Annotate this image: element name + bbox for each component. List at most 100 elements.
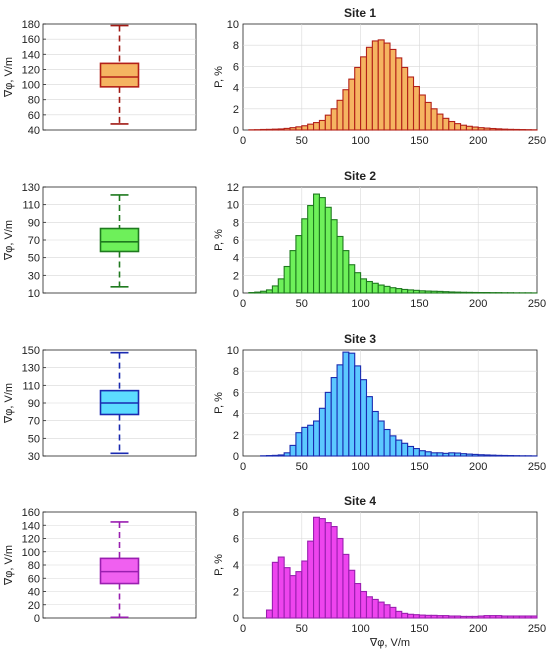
- panel-2-boxplot-ytick-label: 50: [28, 253, 40, 265]
- panel-4-histogram-bar: [313, 516, 320, 619]
- panel-4-histogram-bar: [436, 615, 444, 619]
- panel-3-histogram-bar: [271, 454, 279, 457]
- panel-4-histogram-title: Site 4: [344, 494, 376, 508]
- panel-1-boxplot-ytick-label: 40: [28, 125, 40, 137]
- panel-4-histogram-bar: [524, 615, 532, 619]
- panel-1-histogram-bar: [436, 113, 444, 131]
- panel-2-histogram-bar: [307, 205, 315, 294]
- panel-3-histogram-bar: [377, 420, 385, 457]
- panel-1-histogram-bar: [430, 108, 438, 131]
- panel-1-histogram-bar: [360, 56, 368, 131]
- panel-3-histogram-xtick-label: 150: [410, 461, 428, 473]
- panel-4-histogram-bar: [383, 604, 391, 619]
- panel-2-histogram-bar: [260, 290, 268, 294]
- panel-3-histogram-bar: [371, 410, 379, 457]
- panel-1-histogram-bar: [271, 128, 279, 131]
- panel-4-boxplot-ytick-label: 20: [28, 600, 40, 612]
- panel-1-histogram-ylabel: P, %: [213, 66, 225, 88]
- panel-3-histogram-bar: [383, 428, 391, 457]
- panel-3-histogram-bar: [424, 451, 432, 457]
- panel-3-histogram-bar: [360, 379, 368, 457]
- panel-1-histogram-bar: [260, 128, 268, 131]
- panel-1-histogram-bar: [442, 117, 450, 131]
- panel-1-histogram-bar: [318, 119, 326, 131]
- panel-1-boxplot-ylabel: ∇φ, V/m: [3, 57, 15, 98]
- panel-1-histogram-bar: [418, 94, 426, 131]
- panel-3-histogram-bar: [289, 444, 297, 457]
- panel-4-histogram-bar: [483, 615, 491, 619]
- panel-4-histogram-ytick-label: 4: [233, 560, 239, 572]
- panel-2-histogram-bar: [336, 235, 344, 294]
- panel-2-histogram-bar: [318, 197, 326, 294]
- panel-1-boxplot-ytick-label: 140: [22, 49, 40, 61]
- panel-4-histogram-bar: [318, 518, 326, 619]
- panel-3-boxplot-ylabel: ∇φ, V/m: [3, 383, 15, 424]
- panel-1-histogram-bar: [401, 66, 409, 131]
- panel-4-histogram-ytick-label: 6: [233, 534, 239, 546]
- panel-3-histogram-bar: [436, 452, 444, 457]
- panel-4-boxplot-ytick-label: 80: [28, 560, 40, 572]
- panel-2-histogram-bar: [277, 278, 285, 294]
- panel-2-histogram-xtick-label: 150: [410, 298, 428, 310]
- panel-4-histogram-bar: [530, 615, 538, 619]
- panel-2-histogram-bar: [395, 288, 403, 294]
- panel-2-histogram-bar: [460, 291, 467, 294]
- panel-4-histogram-bar: [377, 601, 385, 619]
- panel-2-histogram-ytick-label: 4: [233, 253, 239, 265]
- panel-2-histogram-bar: [424, 290, 432, 294]
- panel-3-histogram-bar: [365, 396, 373, 457]
- panel-4-histogram-bar: [454, 615, 462, 619]
- panel-4-histogram-bar: [371, 598, 379, 619]
- panel-2-histogram-ytick-label: 10: [227, 200, 239, 212]
- panel-4-histogram-bar: [307, 540, 315, 619]
- panel-1-histogram-bar: [477, 127, 485, 131]
- panel-4-histogram-bar: [365, 596, 373, 619]
- panel-4-histogram-bar: [518, 615, 526, 619]
- panel-3-boxplot-ytick-label: 70: [28, 416, 40, 428]
- panel-3-histogram-title: Site 3: [344, 332, 376, 346]
- panel-4-histogram-bar: [348, 569, 356, 619]
- panel-4-histogram-bar: [424, 614, 432, 619]
- panel-1-histogram-ytick-label: 4: [233, 83, 239, 95]
- panel-3-histogram-ytick-label: 8: [233, 366, 239, 378]
- panel-1-histogram-bar: [324, 114, 332, 131]
- panel-2-histogram-bar: [313, 193, 320, 294]
- panel-4-histogram-xtick-label: 150: [410, 623, 428, 635]
- panel-4-histogram-bar: [289, 575, 297, 619]
- panel-1-histogram-ytick-label: 6: [233, 61, 239, 73]
- panel-2-boxplot-ytick-label: 110: [22, 200, 40, 212]
- panel-2-histogram-ytick-label: 6: [233, 235, 239, 247]
- panel-3-boxplot-ytick-label: 90: [28, 398, 40, 410]
- panel-4-histogram-bar: [336, 537, 344, 619]
- panel-2-histogram-bar: [354, 272, 362, 294]
- panel-2-boxplot-ytick-label: 130: [22, 182, 40, 194]
- panel-1-boxplot-ytick-label: 160: [22, 34, 40, 46]
- panel-2-histogram-xtick-label: 50: [296, 298, 308, 310]
- panel-1-boxplot-ytick-label: 60: [28, 110, 40, 122]
- panel-3-histogram-bar: [313, 420, 320, 457]
- panel-3-histogram-bar: [495, 454, 503, 457]
- panel-2-histogram-ytick-label: 8: [233, 217, 239, 229]
- panel-4-histogram-bar: [283, 567, 291, 619]
- panel-2-histogram-bar: [436, 290, 444, 294]
- panel-3-histogram-xtick-label: 0: [240, 461, 246, 473]
- panel-1-histogram-bar: [471, 126, 479, 131]
- panel-1-histogram-ytick-label: 10: [227, 19, 239, 31]
- panel-4-histogram-bar: [418, 614, 426, 619]
- panel-1-boxplot-ytick-label: 120: [22, 64, 40, 76]
- panel-1-histogram-bar: [389, 48, 397, 131]
- panel-3-histogram-xtick-label: 250: [528, 461, 546, 473]
- panel-2-histogram-ytick-label: 12: [227, 182, 239, 194]
- panel-3-histogram-ytick-label: 0: [233, 451, 239, 463]
- panel-4-histogram-bar: [354, 582, 362, 619]
- panel-4-histogram-bar: [277, 556, 285, 619]
- panel-4-histogram-bar: [489, 615, 497, 619]
- panel-1-histogram-bar: [495, 128, 503, 131]
- panel-4-histogram-bar: [471, 615, 479, 619]
- panel-4-boxplot-ytick-label: 0: [34, 613, 40, 625]
- panel-2-histogram-bar: [471, 291, 479, 294]
- panel-4-histogram-xtick-label: 250: [528, 623, 546, 635]
- panel-3-histogram-bar: [324, 391, 332, 457]
- panel-3-histogram-bar: [477, 454, 485, 457]
- panel-4-histogram-bar: [512, 615, 520, 619]
